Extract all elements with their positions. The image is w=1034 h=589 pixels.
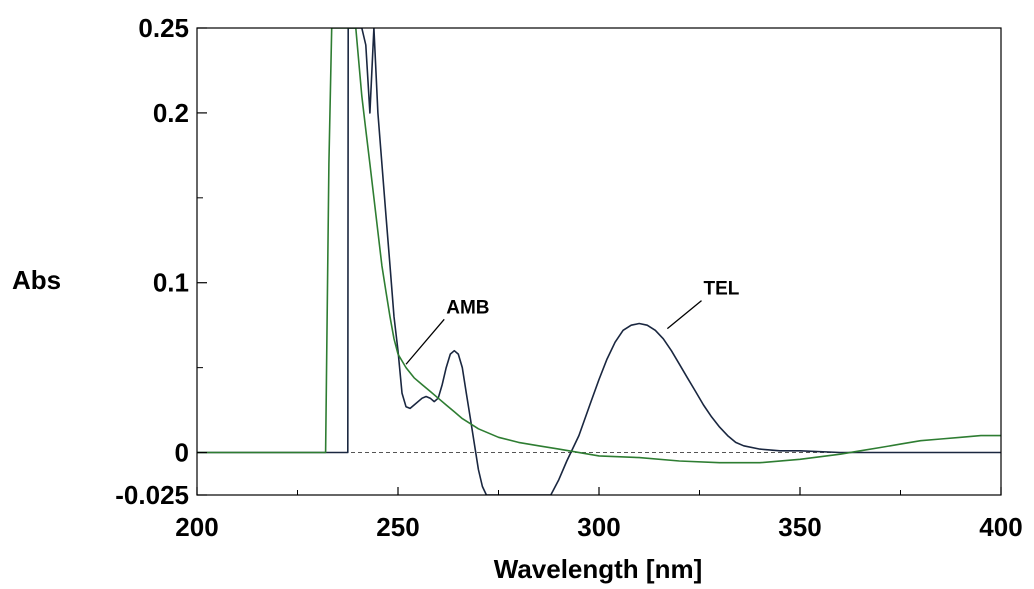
annotation-label-amb: AMB	[446, 297, 489, 318]
y-tick-label: 0	[175, 438, 189, 468]
y-axis-title: Abs	[12, 265, 61, 295]
x-tick-label: 200	[175, 512, 218, 542]
annotation-layer: AMB TEL	[405, 279, 740, 365]
annotation-label-tel: TEL	[704, 279, 740, 300]
tick-layer: 200 250 300 350 400 -0.025 0 0.1 0.2 0.25	[115, 13, 1022, 542]
plot-frame	[196, 27, 1002, 496]
annotation-pointer-amb	[405, 318, 445, 365]
series-layer	[197, 28, 1001, 495]
x-tick-label: 350	[778, 512, 821, 542]
x-tick-label: 250	[376, 512, 419, 542]
x-axis-title: Wavelength [nm]	[494, 554, 702, 584]
annotation-pointer-tel	[666, 300, 702, 330]
series-line-tel	[197, 28, 1001, 495]
y-tick-label: 0.25	[138, 13, 189, 43]
x-tick-label: 300	[577, 512, 620, 542]
x-tick-label: 400	[979, 512, 1022, 542]
y-tick-label: 0.2	[153, 98, 189, 128]
plot-frame-layer	[196, 27, 1002, 496]
y-tick-label: 0.1	[153, 268, 189, 298]
y-tick-label: -0.025	[115, 480, 189, 510]
series-line-amb	[197, 28, 1001, 464]
